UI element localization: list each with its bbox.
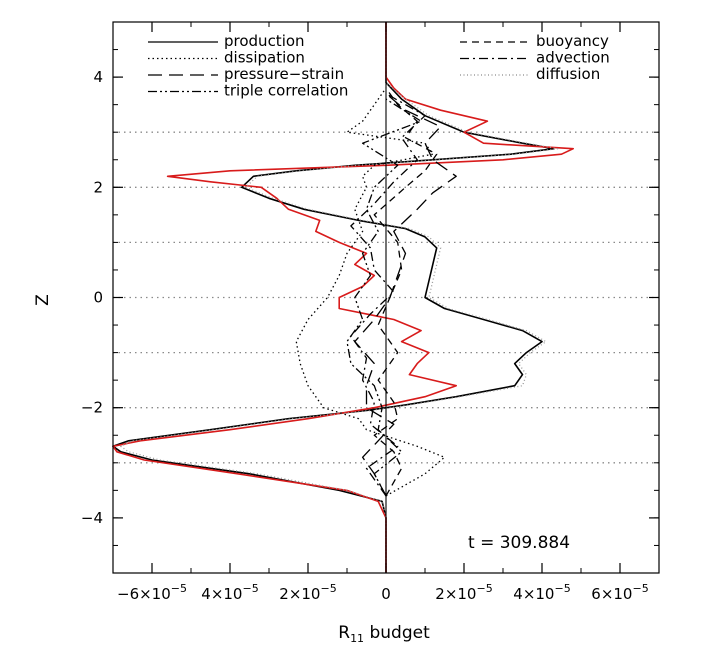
legend-label-left-2: pressure−strain bbox=[224, 65, 344, 83]
x-tick-label-4: 2×10−5 bbox=[435, 582, 492, 603]
x-axis-label-main: R bbox=[338, 623, 350, 643]
x-tick-label-1: 4×10−5 bbox=[201, 582, 258, 603]
x-tick-label-6: 6×10−5 bbox=[591, 582, 648, 603]
series-line-unlabeled-1 bbox=[112, 22, 575, 573]
x-tick-label-0: −6×10−5 bbox=[117, 582, 187, 603]
y-tick-label-1: 2 bbox=[93, 178, 103, 196]
x-tick-label-3: 0 bbox=[381, 585, 391, 603]
series-line-triple-correlation bbox=[346, 98, 422, 497]
x-axis-label-subscript: 11 bbox=[350, 632, 364, 645]
x-axis-label: R11 budget bbox=[338, 623, 430, 645]
legend-label-left-3: triple correlation bbox=[224, 82, 348, 100]
y-tick-label-2: 0 bbox=[93, 289, 103, 307]
axis-ticks: −6×10−5 4×10−5 2×10−5 0 2×10−5 4×10−5 6×10−5 4 2… bbox=[81, 21, 660, 603]
legend-label-left-1: dissipation bbox=[224, 49, 305, 67]
y-tick-label-3: −2 bbox=[81, 399, 103, 417]
legend-label-right-0: buoyancy bbox=[536, 32, 609, 50]
y-tick-label-0: 4 bbox=[93, 68, 103, 86]
y-axis-label: Z bbox=[33, 294, 53, 306]
legend-label-right-2: diffusion bbox=[536, 65, 600, 83]
y-tick-label-4: −4 bbox=[81, 509, 103, 527]
time-annotation: t = 309.884 bbox=[468, 533, 570, 553]
series-layer bbox=[112, 22, 575, 573]
legend-label-left-0: production bbox=[224, 32, 305, 50]
series-line-buoyancy bbox=[373, 87, 438, 497]
legend: productiondissipationpressure−straintrip… bbox=[148, 32, 610, 100]
x-tick-label-2: 2×10−5 bbox=[279, 582, 336, 603]
x-tick-label-5: 4×10−5 bbox=[513, 582, 570, 603]
series-line-advection bbox=[350, 93, 426, 497]
series-line-pressure-strain bbox=[354, 93, 457, 497]
series-line-dissipation bbox=[295, 87, 446, 497]
legend-label-right-1: advection bbox=[536, 49, 610, 67]
x-axis-label-suffix: budget bbox=[364, 623, 430, 643]
